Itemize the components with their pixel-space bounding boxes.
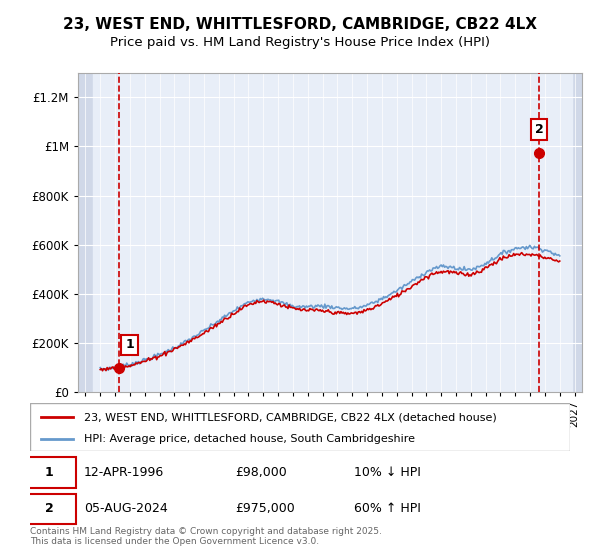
Text: Price paid vs. HM Land Registry's House Price Index (HPI): Price paid vs. HM Land Registry's House … xyxy=(110,36,490,49)
FancyBboxPatch shape xyxy=(30,403,570,451)
FancyBboxPatch shape xyxy=(25,494,76,524)
Text: 12-APR-1996: 12-APR-1996 xyxy=(84,466,164,479)
Text: 23, WEST END, WHITTLESFORD, CAMBRIDGE, CB22 4LX (detached house): 23, WEST END, WHITTLESFORD, CAMBRIDGE, C… xyxy=(84,413,497,422)
Text: 1: 1 xyxy=(44,466,53,479)
Text: 2: 2 xyxy=(44,502,53,515)
Text: 05-AUG-2024: 05-AUG-2024 xyxy=(84,502,168,515)
Text: 2: 2 xyxy=(535,123,544,136)
Text: HPI: Average price, detached house, South Cambridgeshire: HPI: Average price, detached house, Sout… xyxy=(84,434,415,444)
Text: £975,000: £975,000 xyxy=(235,502,295,515)
Text: £98,000: £98,000 xyxy=(235,466,287,479)
Text: 1: 1 xyxy=(125,338,134,351)
Text: Contains HM Land Registry data © Crown copyright and database right 2025.
This d: Contains HM Land Registry data © Crown c… xyxy=(30,526,382,546)
Text: 60% ↑ HPI: 60% ↑ HPI xyxy=(354,502,421,515)
FancyBboxPatch shape xyxy=(25,457,76,488)
Text: 23, WEST END, WHITTLESFORD, CAMBRIDGE, CB22 4LX: 23, WEST END, WHITTLESFORD, CAMBRIDGE, C… xyxy=(63,17,537,32)
Text: 10% ↓ HPI: 10% ↓ HPI xyxy=(354,466,421,479)
Bar xyxy=(93,73,572,392)
